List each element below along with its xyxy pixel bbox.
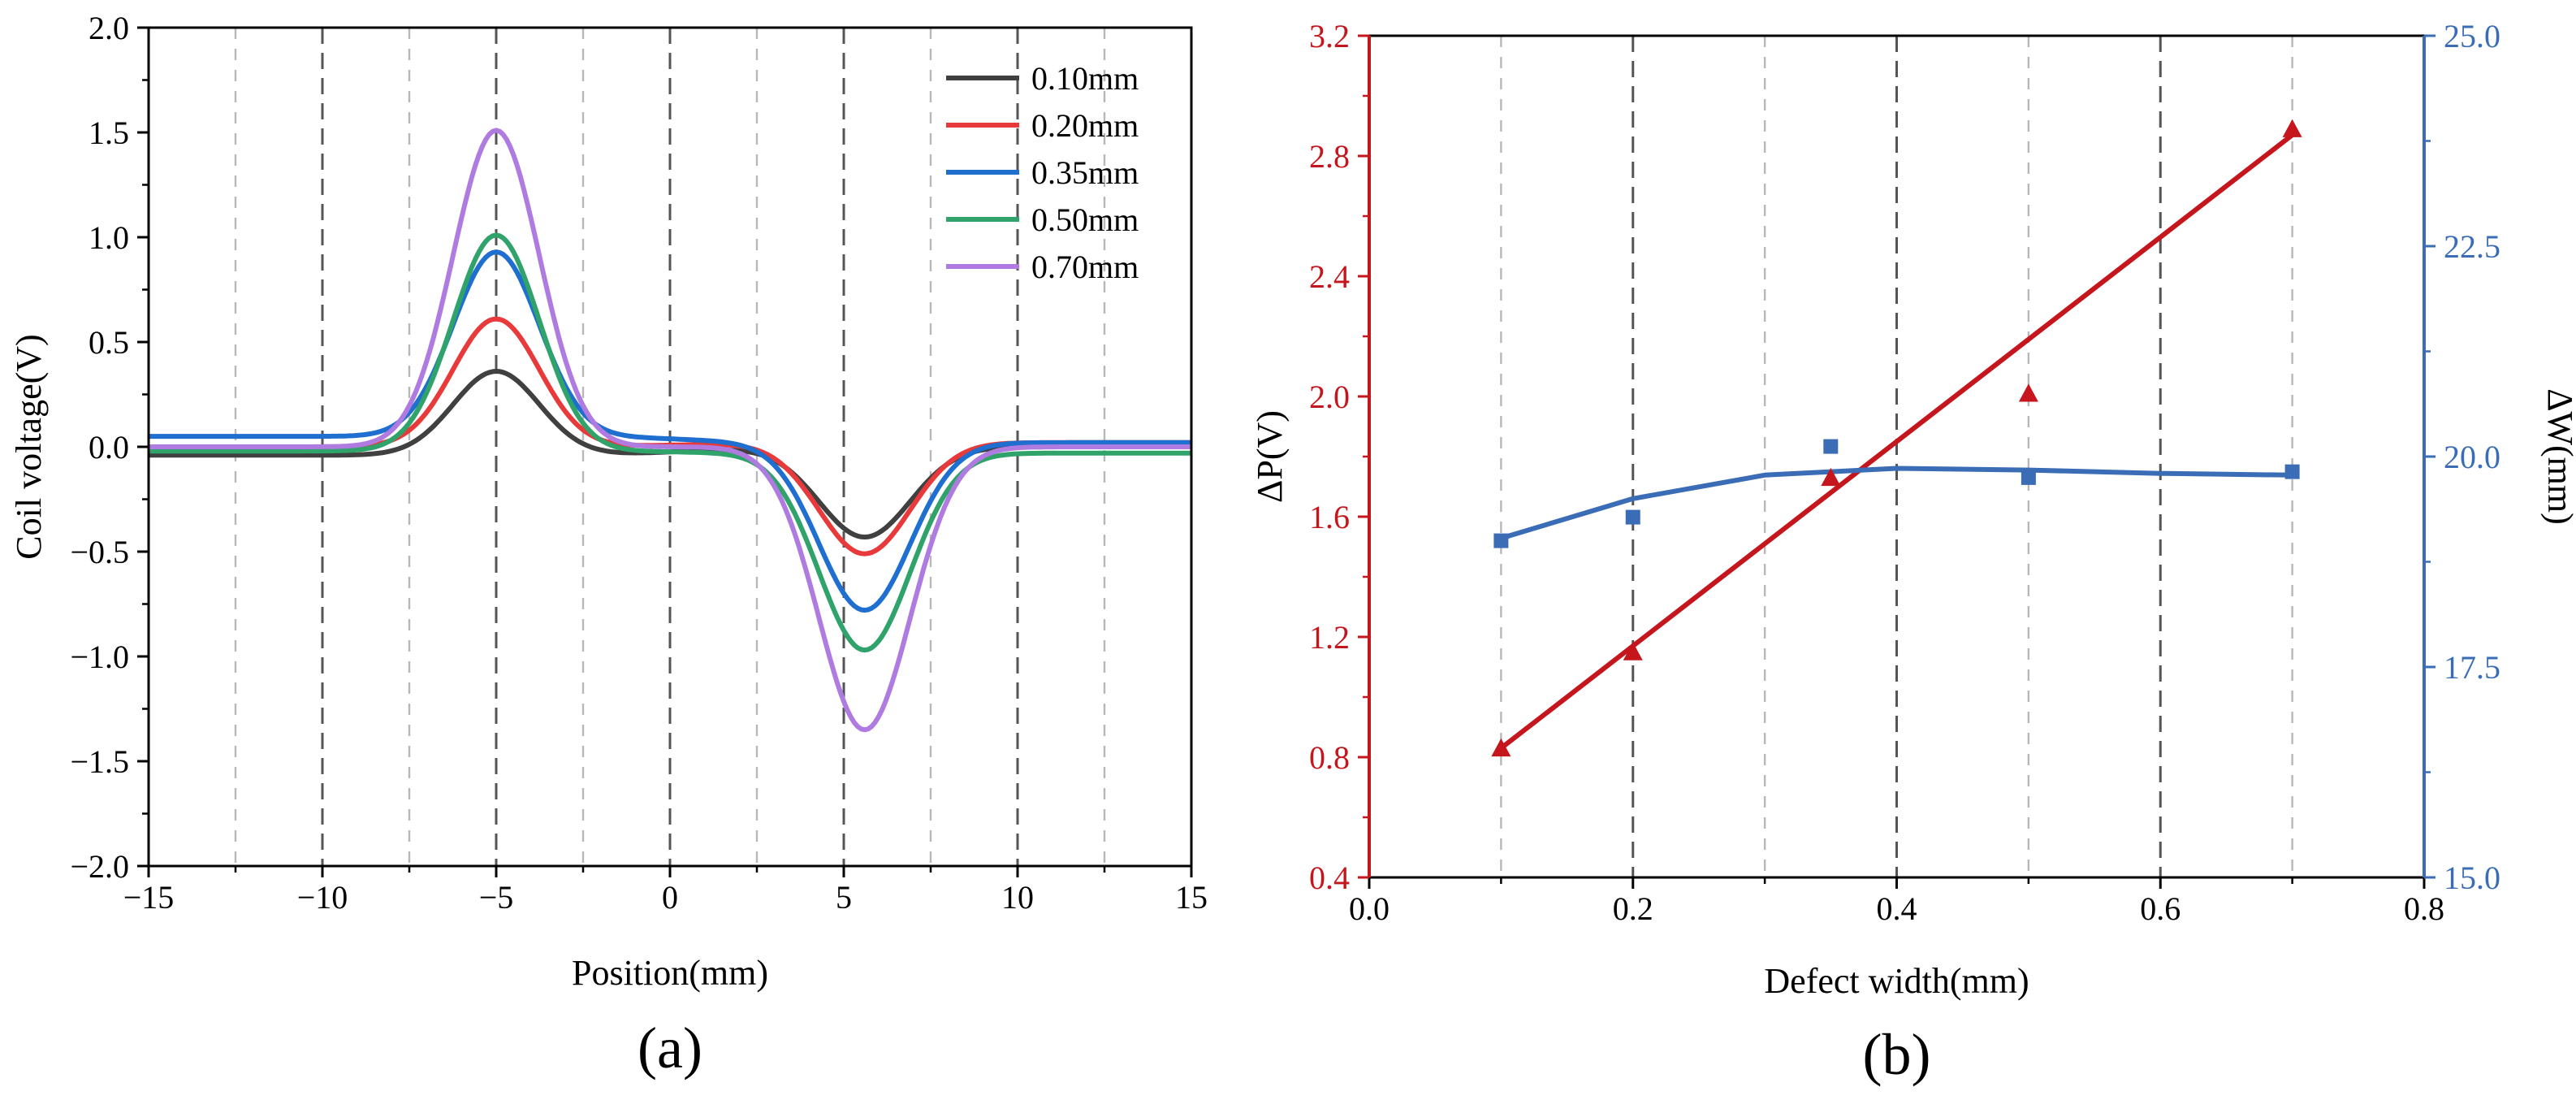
delta-p-triangle-marker [1623, 642, 1643, 660]
series-line-0-35mm [149, 249, 1191, 613]
panel-b-grid [1500, 36, 2293, 877]
right-y-tick-label: 20.0 [2444, 439, 2500, 475]
delta-w-square-marker [1625, 509, 1640, 525]
panel-b-data-points [1491, 119, 2302, 757]
legend-label: 0.20mm [1031, 107, 1139, 144]
x-tick-label: 0.6 [2140, 890, 2181, 927]
x-tick-label: −5 [479, 879, 514, 916]
right-y-tick-label: 22.5 [2444, 228, 2500, 265]
x-tick-label: 0.0 [1349, 890, 1390, 927]
panel-b-x-axis-label: Defect width(mm) [1764, 961, 2029, 1001]
series-line-0-70mm [149, 128, 1191, 733]
right-y-tick-label: 15.0 [2444, 860, 2500, 896]
panel-a-ticks: −15 −10 −5 0 5 10 15 −2.0 −1.5 −1.0 −0.5 0.0 0.5 1.0 1… [70, 10, 1208, 916]
left-y-tick-label: 3.2 [1309, 18, 1350, 54]
delta-w-quadratic-fit-line [1500, 466, 2293, 541]
panel-b-ticks: 0.0 0.2 0.4 0.6 0.8 0.4 0.8 1.2 1.6 2.0 2.4 2.8 3.2 1… [1309, 18, 2500, 927]
delta-w-square-marker [2021, 470, 2036, 485]
x-tick-label: 15 [1175, 879, 1208, 916]
left-y-tick-label: 1.2 [1309, 619, 1350, 656]
y-tick-label: 1.0 [89, 219, 129, 256]
left-y-tick-label: 1.6 [1309, 499, 1350, 535]
delta-p-triangle-marker [2018, 383, 2038, 402]
delta-p-triangle-marker [2282, 119, 2302, 137]
x-tick-label: −15 [123, 879, 175, 916]
x-tick-label: 0 [662, 879, 678, 916]
right-y-tick-label: 17.5 [2444, 649, 2500, 686]
legend-label: 0.35mm [1031, 154, 1139, 191]
panel-a-label: (a) [638, 1016, 702, 1081]
left-y-tick-label: 2.8 [1309, 138, 1350, 175]
left-y-tick-label: 2.4 [1309, 258, 1350, 295]
x-tick-label: 5 [836, 879, 852, 916]
right-y-tick-label: 25.0 [2444, 18, 2500, 54]
panel-b-right-y-axis-label: ΔW(mm) [2540, 388, 2576, 525]
y-tick-label: −1.5 [70, 743, 129, 780]
legend-label: 0.10mm [1031, 60, 1139, 97]
y-tick-label: 1.5 [89, 115, 129, 151]
y-tick-label: −2.0 [70, 848, 129, 885]
x-tick-label: 10 [1001, 879, 1034, 916]
panel-b-left-y-axis-label: ΔP(V) [1250, 410, 1290, 503]
delta-p-triangle-marker [1491, 738, 1511, 757]
left-y-tick-label: 0.4 [1309, 860, 1350, 896]
y-tick-label: 2.0 [89, 10, 129, 46]
left-y-tick-label: 0.8 [1309, 739, 1350, 776]
x-tick-label: 0.4 [1877, 890, 1917, 927]
delta-p-triangle-marker [1821, 467, 1841, 487]
delta-w-square-marker [1493, 533, 1509, 548]
panel-a-x-axis-label: Position(mm) [572, 953, 768, 993]
legend-label: 0.50mm [1031, 201, 1139, 238]
panel-a-y-axis-label: Coil voltage(V) [9, 334, 49, 559]
y-tick-label: −0.5 [70, 534, 129, 570]
panel-a-series-lines [149, 128, 1191, 733]
panel-b-dual-axis-chart: 0.0 0.2 0.4 0.6 0.8 0.4 0.8 1.2 1.6 2.0 2.4 2.8 3.2 1… [1250, 18, 2576, 1087]
delta-w-square-marker [2284, 464, 2300, 479]
left-y-tick-label: 2.0 [1309, 379, 1350, 415]
panel-b-label: (b) [1863, 1022, 1931, 1087]
delta-w-square-marker [1823, 439, 1839, 454]
legend-label: 0.70mm [1031, 249, 1139, 285]
y-tick-label: 0.5 [89, 324, 129, 361]
series-line-0-50mm [149, 232, 1191, 653]
x-tick-label: −10 [297, 879, 348, 916]
panel-a-line-chart: −15 −10 −5 0 5 10 15 −2.0 −1.5 −1.0 −0.5 0.0 0.5 1.0 1… [9, 10, 1208, 1081]
x-tick-label: 0.8 [2404, 890, 2444, 927]
panel-a-legend: 0.10mm 0.20mm 0.35mm 0.50mm 0.70mm [946, 60, 1139, 285]
x-tick-label: 0.2 [1613, 890, 1653, 927]
y-tick-label: 0.0 [89, 429, 129, 466]
y-tick-label: −1.0 [70, 639, 129, 675]
